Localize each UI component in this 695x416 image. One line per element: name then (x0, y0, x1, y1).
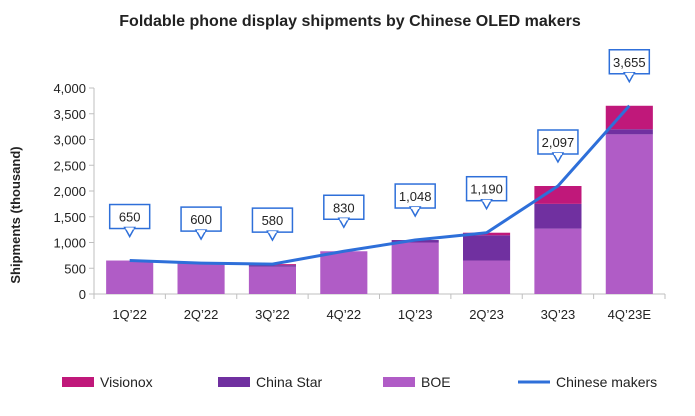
x-tick-label: 4Q’22 (326, 307, 361, 322)
data-label-text: 1,048 (399, 189, 432, 204)
data-label-text: 600 (190, 212, 212, 227)
y-tick-label: 2,500 (53, 158, 86, 173)
bar-boe (106, 260, 154, 294)
bar-boe (605, 134, 653, 294)
bar-boe (534, 228, 582, 294)
bar-china-star (463, 235, 511, 261)
line-chinese-makers (129, 104, 631, 266)
plot-area: 0 500 1,000 1,500 2,000 2,500 3,000 3,500 4,000 1… (53, 49, 666, 322)
y-tick-label: 1,500 (53, 210, 86, 225)
data-label-text: 650 (119, 210, 141, 225)
bar-visionox (605, 105, 653, 130)
y-tick-label: 1,000 (53, 236, 86, 251)
y-tick-label: 2,000 (53, 184, 86, 199)
bar-china-star (605, 129, 653, 135)
data-label-box (251, 207, 294, 233)
data-label-text: 1,190 (470, 182, 503, 197)
data-label-box (323, 194, 365, 221)
data-label-box (108, 203, 151, 230)
data-label: 600 (180, 206, 222, 241)
data-label-text: 2,097 (542, 135, 575, 150)
y-axis-label: Shipments (thousand) (8, 146, 23, 283)
legend-label: China Star (256, 374, 322, 390)
data-label: 2,097 (537, 129, 579, 164)
data-label: 1,190 (465, 175, 508, 211)
y-tick-label: 4,000 (53, 81, 86, 96)
legend-item: BOE (383, 374, 451, 390)
bar-boe (320, 251, 368, 294)
bar-boe (177, 263, 225, 294)
x-tick-label: 1Q’23 (398, 307, 433, 322)
bar-boe (248, 266, 296, 294)
bar-boe (391, 242, 439, 294)
data-label: 580 (251, 207, 294, 242)
legend-item: Chinese makers (518, 374, 657, 390)
x-tick-label: 1Q’22 (112, 307, 147, 322)
bar-china-star (248, 265, 296, 267)
legend-label: Visionox (100, 374, 153, 390)
legend-item: Visionox (62, 374, 153, 390)
data-label-text: 580 (262, 213, 284, 228)
bar-visionox (534, 186, 582, 204)
x-tick-label: 4Q’23E (608, 307, 652, 322)
legend-swatch (62, 377, 94, 387)
data-label: 1,048 (394, 183, 436, 218)
x-tick-label: 2Q’22 (184, 307, 219, 322)
y-tick-label: 3,000 (53, 133, 86, 148)
data-label: 650 (108, 203, 151, 239)
bar-china-star (534, 203, 582, 229)
y-tick-label: 0 (79, 287, 86, 302)
data-label-text: 3,655 (613, 55, 646, 70)
legend-swatch (218, 377, 250, 387)
data-label: 830 (323, 194, 365, 229)
legend-swatch (383, 377, 415, 387)
y-tick-label: 3,500 (53, 107, 86, 122)
legend-label: BOE (421, 374, 451, 390)
legend-label: Chinese makers (556, 374, 657, 390)
legend: Visionox China Star BOE Chinese makers (62, 374, 657, 390)
data-label-text: 830 (333, 200, 355, 215)
x-tick-label: 2Q’23 (469, 307, 504, 322)
x-tick-label: 3Q’22 (255, 307, 290, 322)
x-tick-label: 3Q’23 (541, 307, 576, 322)
bar-boe (463, 260, 511, 294)
data-label-box (180, 206, 222, 232)
legend-item: China Star (218, 374, 322, 390)
chart-title: Foldable phone display shipments by Chin… (119, 13, 581, 30)
data-label-box (608, 49, 651, 75)
data-label: 3,655 (608, 49, 651, 84)
y-tick-label: 500 (64, 261, 86, 276)
